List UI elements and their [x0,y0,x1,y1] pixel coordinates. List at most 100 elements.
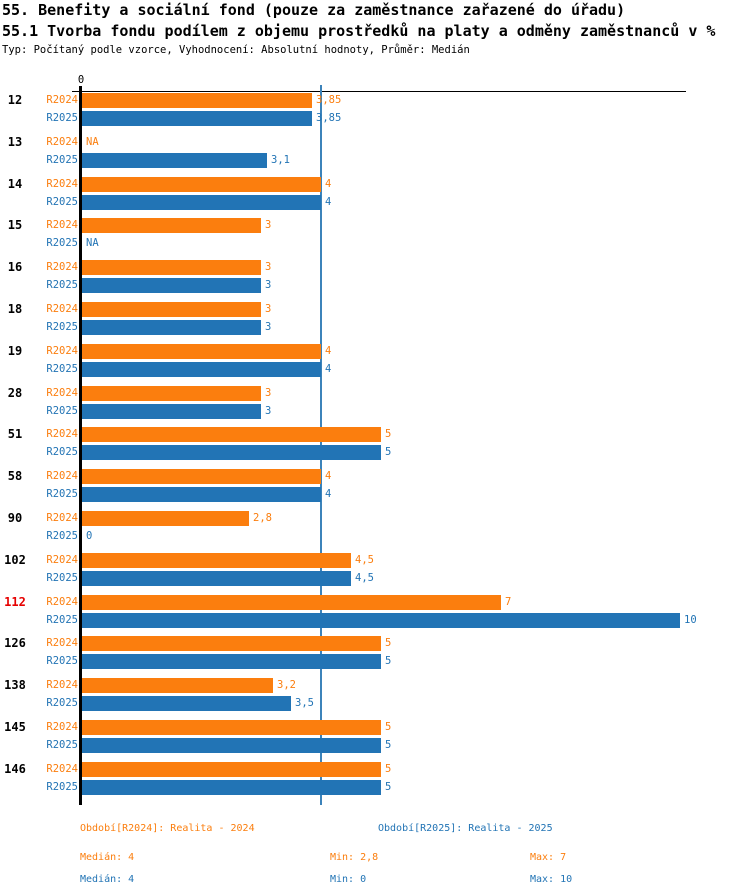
series-label-r2024: R2024 [46,94,78,106]
series-label-r2025: R2025 [46,530,78,542]
category-label: 90 [7,511,23,525]
series-label-r2024: R2024 [46,178,78,190]
value-label: 4 [325,196,332,208]
bar-r2025 [82,487,321,502]
bar-r2024 [82,762,381,777]
value-label: 5 [385,655,392,667]
series-label-r2024: R2024 [46,428,78,440]
bar-r2024 [82,344,321,359]
series-label-r2024: R2024 [46,637,78,649]
series-label-r2025: R2025 [46,321,78,333]
value-label: 0 [86,530,93,542]
series-label-r2024: R2024 [46,596,78,608]
category-label: 16 [7,260,23,274]
bar-r2025 [82,320,261,335]
series-label-r2025: R2025 [46,154,78,166]
series-label-r2025: R2025 [46,196,78,208]
legend-r2024: Období[R2024]: Realita - 2024 [80,823,255,834]
series-label-r2024: R2024 [46,679,78,691]
bar-r2025 [82,362,321,377]
category-label: 14 [7,177,23,191]
value-label: 5 [385,637,392,649]
page-meta: Typ: Počítaný podle vzorce, Vyhodnocení:… [2,44,470,56]
value-label: 5 [385,763,392,775]
stat-2024-median: Medián: 4 [80,852,135,863]
bar-r2025 [82,111,312,126]
bar-r2024 [82,386,261,401]
bar-r2025 [82,195,321,210]
value-label: 3 [265,303,272,315]
bar-r2024 [82,93,312,108]
value-label: 2,8 [253,512,272,524]
series-label-r2024: R2024 [46,136,78,148]
series-label-r2024: R2024 [46,721,78,733]
category-label: 112 [4,595,26,609]
value-label: NA [86,136,99,148]
value-label: 3,2 [277,679,296,691]
bar-r2024 [82,553,351,568]
value-label: 3 [265,321,272,333]
axis-zero-tick-label: 0 [77,74,85,86]
category-label: 102 [4,553,26,567]
category-label: 145 [4,720,26,734]
value-label: 4 [325,488,332,500]
value-label: 5 [385,721,392,733]
series-label-r2024: R2024 [46,345,78,357]
value-label: 3,5 [295,697,314,709]
bar-r2025 [82,278,261,293]
category-label: 15 [7,218,23,232]
bar-r2025 [82,738,381,753]
zero-baseline [79,86,82,805]
series-label-r2024: R2024 [46,512,78,524]
series-label-r2025: R2025 [46,572,78,584]
bar-r2025 [82,153,267,168]
bar-r2024 [82,595,501,610]
value-label: 3,1 [271,154,290,166]
bar-r2024 [82,636,381,651]
stat-2025-min: Min: 0 [330,874,367,885]
value-label: 3 [265,387,272,399]
bar-r2025 [82,696,291,711]
value-label: 4,5 [355,572,374,584]
category-label: 12 [7,93,23,107]
page-title: 55. Benefity a sociální fond (pouze za z… [2,1,626,19]
value-label: 5 [385,739,392,751]
series-label-r2025: R2025 [46,488,78,500]
series-label-r2025: R2025 [46,697,78,709]
value-label: 3,85 [316,112,342,124]
bar-r2025 [82,571,351,586]
category-label: 13 [7,135,23,149]
series-label-r2025: R2025 [46,739,78,751]
series-label-r2024: R2024 [46,303,78,315]
category-label: 138 [4,678,26,692]
category-label: 28 [7,386,23,400]
bar-r2024 [82,511,249,526]
series-label-r2025: R2025 [46,363,78,375]
value-label: 5 [385,781,392,793]
bar-r2024 [82,260,261,275]
value-label: 3,85 [316,94,342,106]
bar-r2024 [82,720,381,735]
series-label-r2024: R2024 [46,554,78,566]
category-label: 58 [7,469,23,483]
category-label: 146 [4,762,26,776]
series-label-r2025: R2025 [46,405,78,417]
page-subtitle: 55.1 Tvorba fondu podílem z objemu prost… [2,22,716,40]
value-label: 4,5 [355,554,374,566]
series-label-r2024: R2024 [46,470,78,482]
series-label-r2024: R2024 [46,219,78,231]
series-label-r2025: R2025 [46,655,78,667]
bar-r2024 [82,678,273,693]
series-label-r2025: R2025 [46,614,78,626]
value-label: 4 [325,470,332,482]
bar-r2025 [82,404,261,419]
stat-2025-median: Medián: 4 [80,874,135,885]
bar-r2025 [82,780,381,795]
value-label: 5 [385,446,392,458]
value-label: 10 [684,614,697,626]
value-label: 3 [265,279,272,291]
bar-r2024 [82,218,261,233]
bar-r2024 [82,469,321,484]
